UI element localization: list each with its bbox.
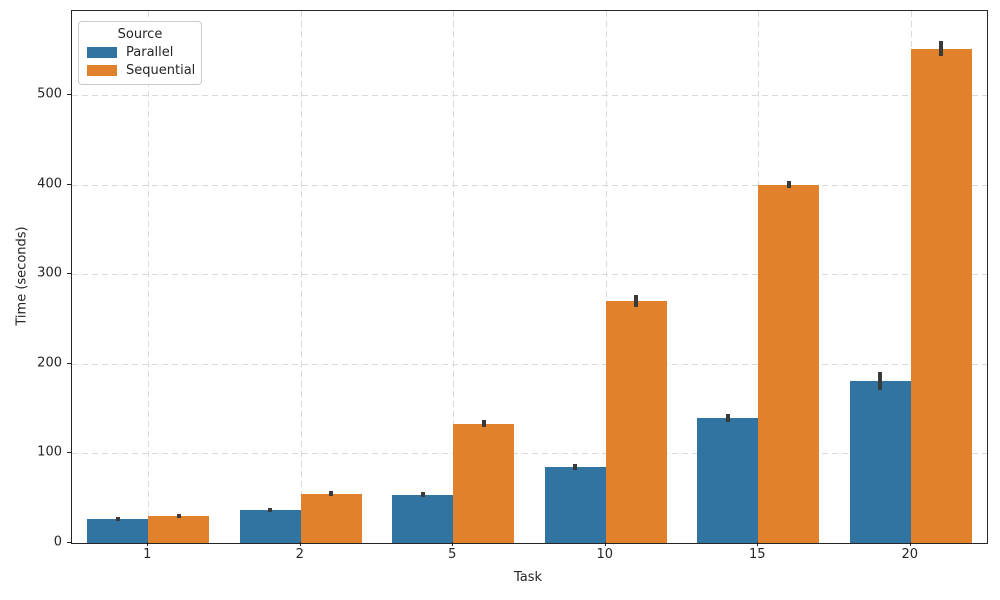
error-bar-sequential-task-15 [786,181,791,189]
bar-parallel-task-10 [544,466,606,543]
legend-label-sequential: Sequential [126,63,196,78]
x-tick-mark [299,542,301,546]
x-tick-mark [147,542,149,546]
error-bar-parallel-task-5 [420,492,425,497]
error-bar-parallel-task-20 [878,371,883,390]
x-tick-mark [452,542,454,546]
x-tick-label: 5 [448,547,457,562]
bar-sequential-task-20 [910,48,972,543]
x-gridline [605,11,607,543]
legend-label-parallel: Parallel [126,45,174,60]
error-bar-sequential-task-2 [329,491,334,497]
y-tick-mark [67,273,71,275]
y-tick-label: 200 [37,355,62,371]
bar-parallel-task-5 [392,494,454,543]
x-tick-label: 10 [596,547,614,562]
y-tick-mark [67,452,71,454]
x-tick-label: 20 [901,547,919,562]
y-axis-label: Time (seconds) [14,226,30,326]
x-gridline [148,11,150,543]
bar-sequential-task-15 [758,184,820,543]
y-tick-mark [67,94,71,96]
error-bar-parallel-task-10 [573,463,578,470]
y-tick-label: 100 [37,444,62,460]
bar-parallel-task-20 [849,380,911,543]
y-gridline [72,453,987,455]
bar-parallel-task-1 [87,518,149,543]
x-tick-label: 1 [143,547,152,562]
x-tick-label: 2 [295,547,304,562]
y-tick-mark [67,542,71,543]
bar-sequential-task-5 [453,423,515,543]
x-tick-mark [757,542,759,546]
legend-item-parallel: Parallel [87,45,193,60]
y-tick-mark [67,183,71,185]
y-tick-label: 500 [37,86,62,102]
bar-sequential-task-1 [148,516,210,543]
error-bar-parallel-task-15 [725,413,730,422]
bar-parallel-task-2 [239,509,301,543]
x-axis-label: Task [513,570,543,585]
error-bar-parallel-task-2 [268,508,273,512]
legend-swatch-sequential [87,65,117,76]
y-tick-label: 0 [53,534,62,550]
bar-sequential-task-2 [300,493,362,543]
x-gridline [453,11,455,543]
y-tick-label: 400 [37,176,62,192]
error-bar-sequential-task-1 [176,513,181,519]
bar-parallel-task-15 [697,417,759,543]
legend-title: Source [117,27,163,42]
error-bar-sequential-task-5 [481,420,486,428]
y-tick-mark [67,362,71,364]
x-tick-mark [909,542,911,546]
plot-area [71,10,988,544]
y-gridline [72,95,987,97]
legend-swatch-parallel [87,47,117,58]
y-gridline [72,363,987,365]
y-gridline [72,274,987,276]
legend-item-sequential: Sequential [87,63,196,78]
error-bar-parallel-task-1 [115,516,120,522]
y-gridline [72,184,987,186]
x-gridline [300,11,302,543]
error-bar-sequential-task-20 [939,41,944,56]
y-tick-label: 300 [37,265,62,281]
error-bar-sequential-task-10 [634,294,639,308]
x-tick-mark [604,542,606,546]
x-tick-label: 15 [748,547,766,562]
bar-sequential-task-10 [605,301,667,543]
legend: Source Parallel Sequential [78,21,202,85]
legend-items: Parallel Sequential [87,45,196,78]
